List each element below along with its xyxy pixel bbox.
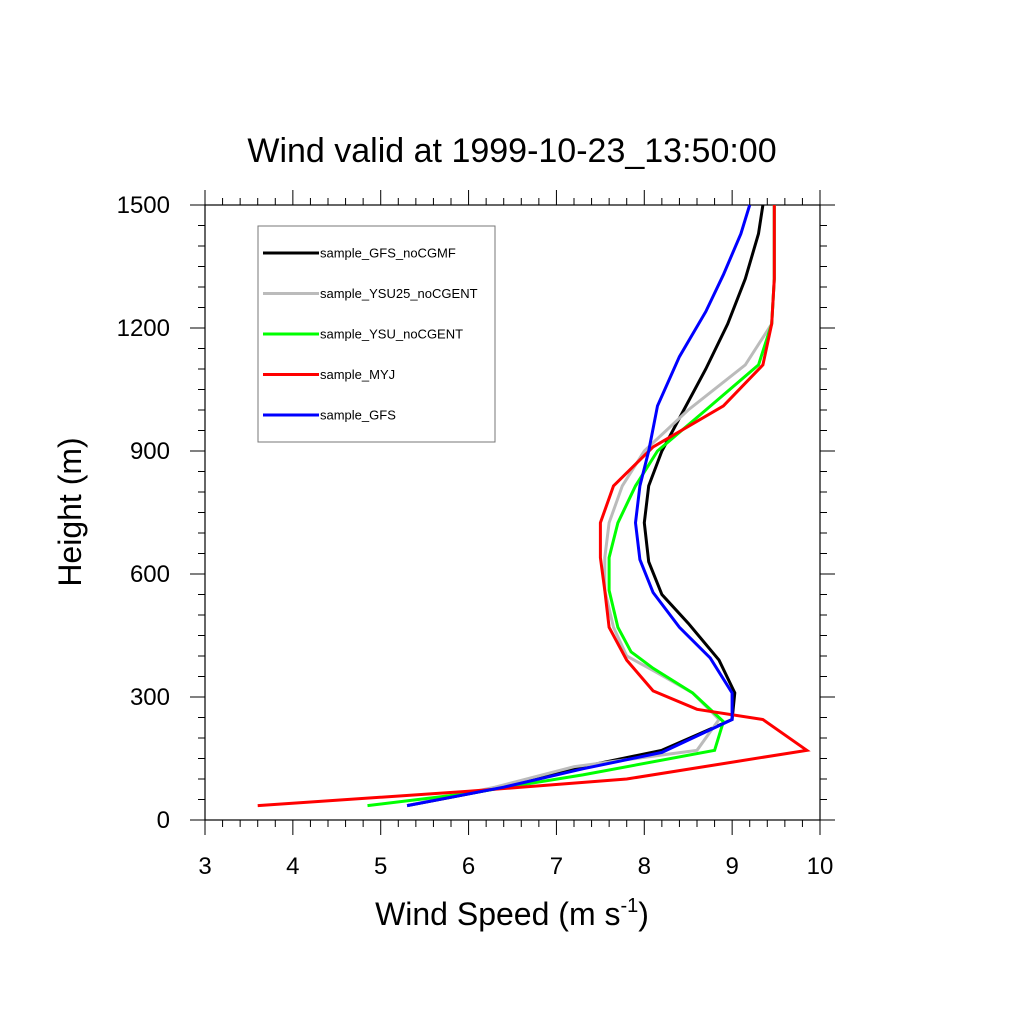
y-axis-label: Height (m) bbox=[52, 437, 88, 586]
axis-ticks bbox=[190, 190, 835, 835]
x-axis-label: Wind Speed (m s-1) bbox=[375, 895, 649, 932]
x-tick-label: 5 bbox=[374, 853, 387, 880]
y-tick-label: 900 bbox=[130, 438, 170, 465]
y-tick-label: 1200 bbox=[117, 315, 170, 342]
legend-label: sample_YSU25_noCGENT bbox=[320, 286, 478, 301]
series-lines bbox=[257, 204, 811, 808]
x-tick-label: 6 bbox=[462, 853, 475, 880]
legend-label: sample_GFS_noCGMF bbox=[320, 246, 456, 261]
x-tick-label: 7 bbox=[550, 853, 563, 880]
tick-labels: 3 4 5 6 7 8 9 10 0 300 600 900 1200 1500 bbox=[117, 192, 834, 880]
y-tick-label: 1500 bbox=[117, 192, 170, 219]
x-tick-label: 10 bbox=[807, 853, 834, 880]
series-line-sample_GFS_noCGMF bbox=[406, 204, 765, 808]
x-axis-label-main: Wind Speed (m s bbox=[375, 896, 620, 932]
chart-title: Wind valid at 1999-10-23_13:50:00 bbox=[247, 132, 776, 170]
x-tick-label: 3 bbox=[198, 853, 211, 880]
legend-label: sample_MYJ bbox=[320, 367, 395, 382]
y-tick-label: 300 bbox=[130, 684, 170, 711]
x-axis-label-close: ) bbox=[638, 896, 649, 932]
x-tick-label: 4 bbox=[286, 853, 299, 880]
y-tick-label: 0 bbox=[157, 807, 170, 834]
x-tick-label: 8 bbox=[638, 853, 651, 880]
legend-label: sample_YSU_noCGENT bbox=[320, 327, 463, 342]
series-line-sample_YSU_noCGENT bbox=[367, 205, 776, 808]
series-line-sample_MYJ bbox=[257, 205, 811, 808]
y-tick-label: 600 bbox=[130, 561, 170, 588]
legend: sample_GFS_noCGMF sample_YSU25_noCGENTsam… bbox=[257, 225, 496, 443]
x-axis-label-superscript: -1 bbox=[620, 895, 638, 917]
series-line-sample_GFS bbox=[406, 204, 752, 808]
legend-label: sample_GFS bbox=[320, 408, 396, 423]
x-tick-label: 9 bbox=[725, 853, 738, 880]
